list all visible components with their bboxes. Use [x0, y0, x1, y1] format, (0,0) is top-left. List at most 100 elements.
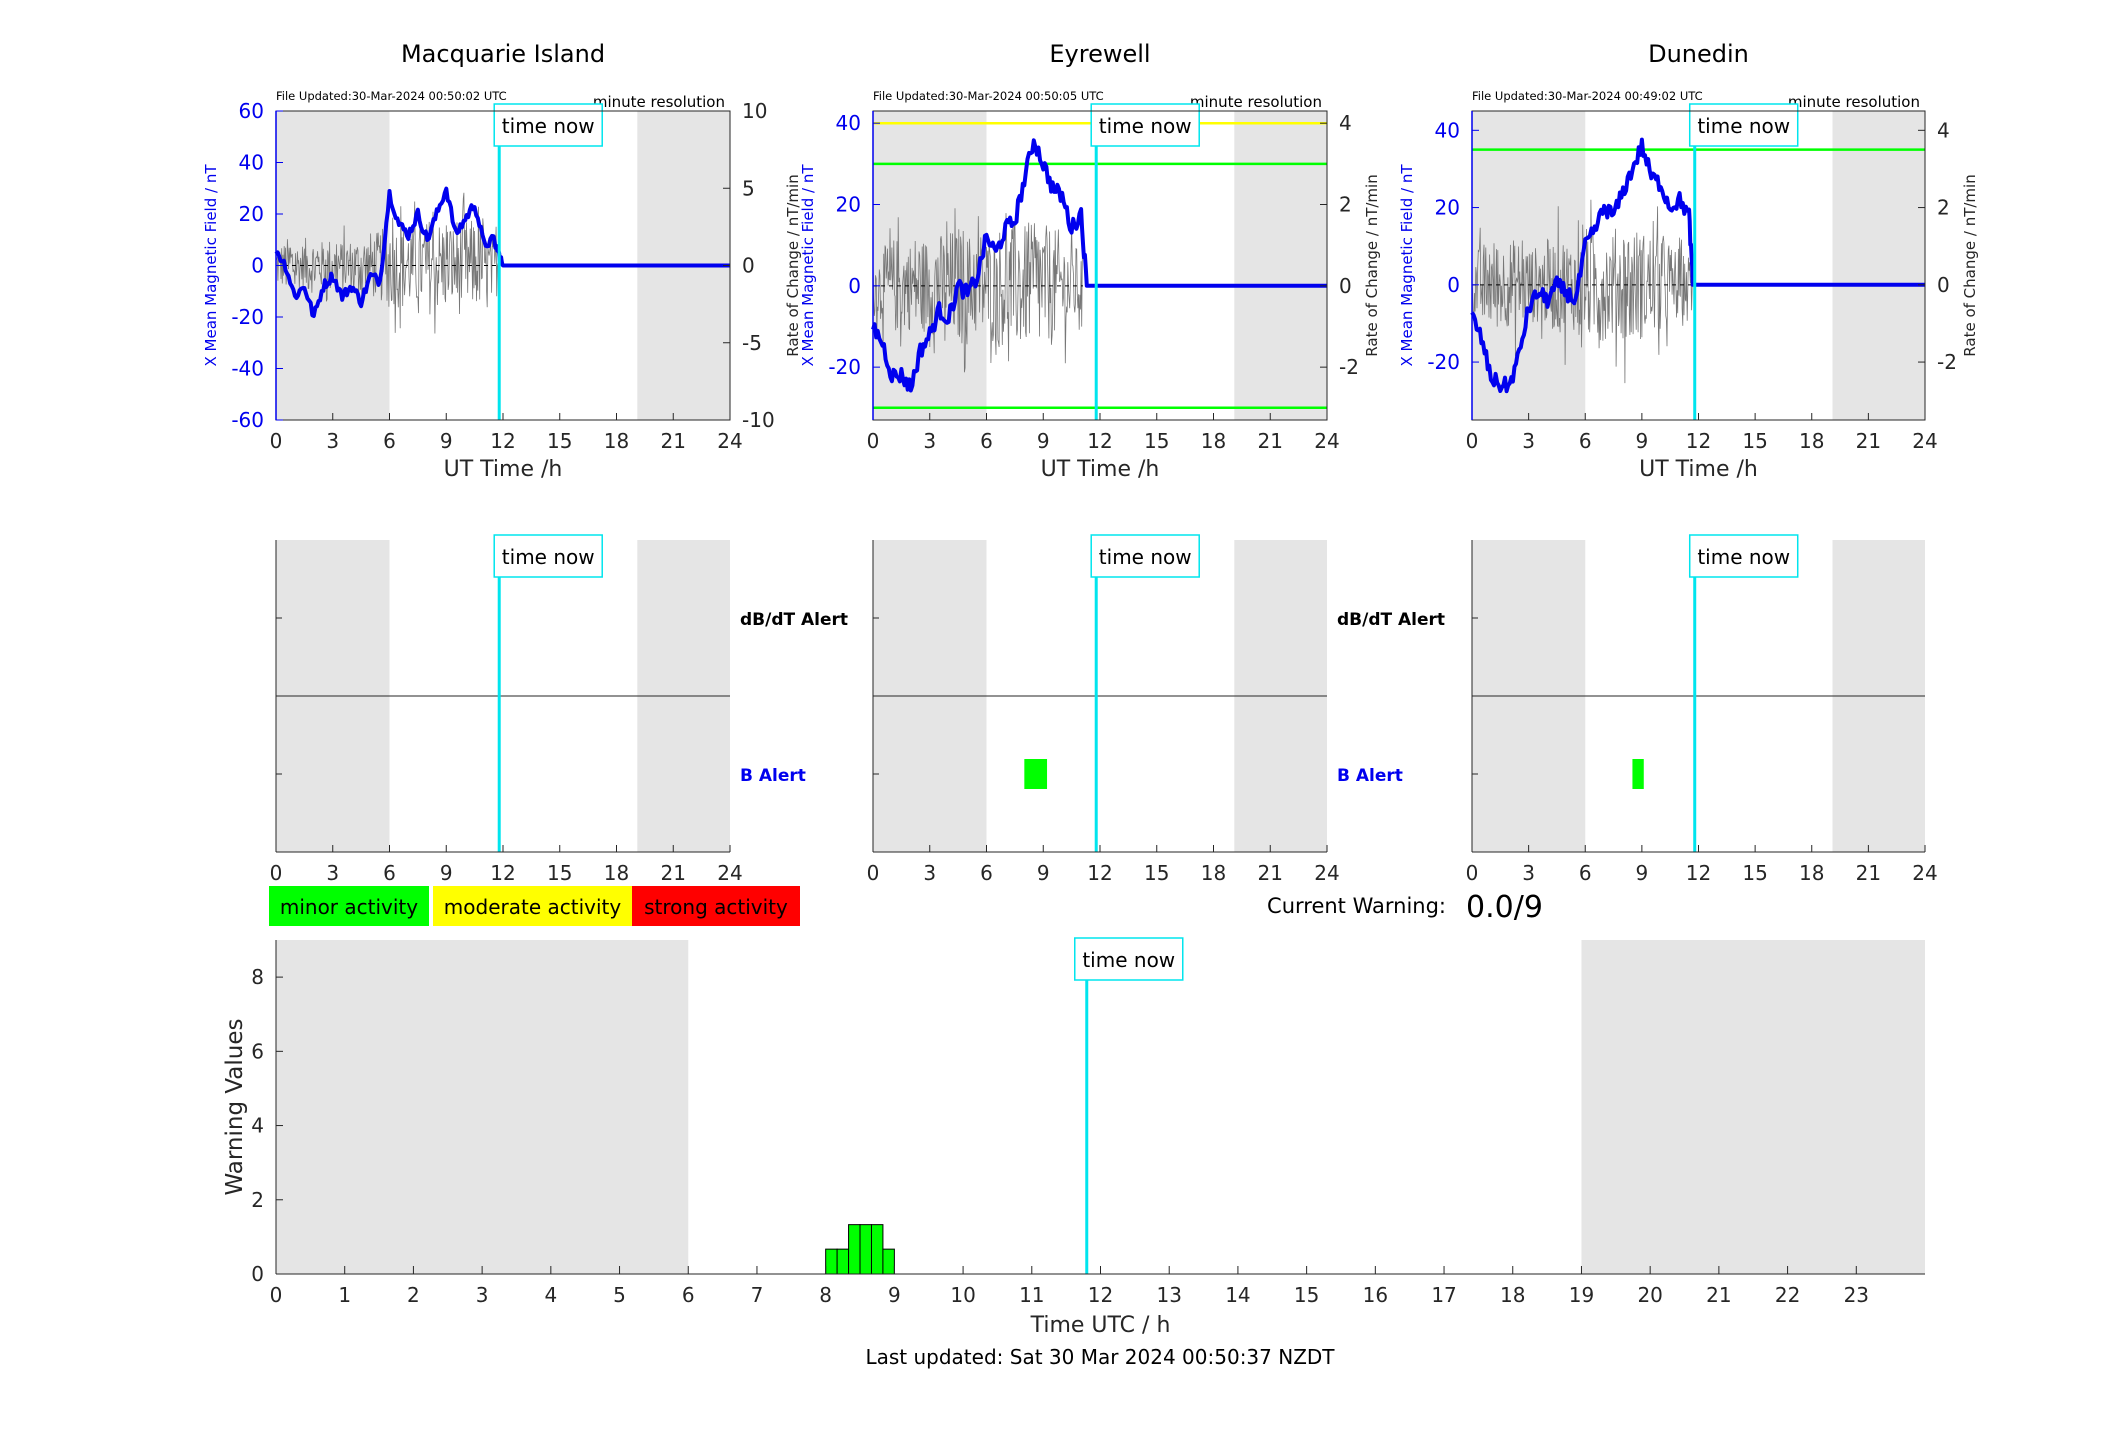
- y2-tick-label: -5: [742, 331, 762, 355]
- file-updated-text: File Updated:30-Mar-2024 00:50:02 UTC: [276, 89, 507, 103]
- time-now-box: [1688, 534, 1799, 578]
- x-tick-label: 24: [717, 429, 742, 453]
- time-now-label: time now: [493, 103, 603, 147]
- b-alert-block: [1632, 759, 1644, 789]
- y2-tick-label: 4: [1937, 118, 1950, 142]
- x-tick-label: 15: [1742, 861, 1767, 885]
- x-tick-label: 18: [1201, 429, 1226, 453]
- dbdt-alert-label: dB/dT Alert: [1337, 610, 1445, 630]
- x-tick-label: 9: [1037, 861, 1050, 885]
- x-tick-label: 6: [383, 429, 396, 453]
- y-tick-label: 40: [1435, 118, 1460, 142]
- y2-tick-label: 0: [1339, 274, 1352, 298]
- night-shade: [276, 940, 689, 1274]
- y2-axis-label: Rate of Change / nT/min: [1961, 174, 1979, 356]
- legend-moderate-label: moderate activity: [444, 895, 622, 919]
- legend-minor-swatch: [269, 886, 429, 926]
- y2-tick-label: -2: [1339, 355, 1359, 379]
- x-tick-label: 18: [1799, 429, 1824, 453]
- x-tick-label: 7: [751, 1283, 764, 1307]
- y2-tick-label: 0: [742, 254, 755, 278]
- x-tick-label: 21: [1706, 1283, 1731, 1307]
- time-now-text: time now: [502, 545, 595, 569]
- x-tick-label: 8: [819, 1283, 832, 1307]
- legend-strong-label: strong activity: [644, 895, 788, 919]
- time-now-text: time now: [1697, 545, 1790, 569]
- station-title: Dunedin: [1648, 40, 1749, 68]
- y2-tick-label: 0: [1937, 273, 1950, 297]
- x-tick-label: 9: [440, 861, 453, 885]
- x-tick-label: 15: [1144, 861, 1169, 885]
- warning-bar: [859, 1224, 872, 1275]
- time-now-label: time now: [1090, 534, 1200, 578]
- rate-of-change-line: [275, 192, 500, 334]
- x-tick-label: 24: [1314, 429, 1339, 453]
- x-tick-label: 15: [1294, 1283, 1319, 1307]
- warning-bar: [836, 1248, 850, 1275]
- legend-strong-swatch: [632, 886, 800, 926]
- x-tick-label: 15: [547, 861, 572, 885]
- alert-panel-2: time now 0 3 6 9 12 15 18 21 24: [1466, 534, 1938, 885]
- x-tick-label: 11: [1019, 1283, 1044, 1307]
- station-panel-0: Macquarie Island File Updated:30-Mar-2024…: [202, 40, 802, 482]
- x-tick-label: 3: [476, 1283, 489, 1307]
- y2-tick-label: 2: [1937, 196, 1950, 220]
- b-alert-label: B Alert: [1337, 766, 1403, 786]
- x-tick-label: 0: [270, 1283, 283, 1307]
- time-now-label: time now: [1688, 103, 1799, 147]
- x-tick-label: 3: [923, 861, 936, 885]
- x-tick-label: 13: [1156, 1283, 1181, 1307]
- night-shade: [1581, 940, 1925, 1274]
- warning-bar: [870, 1224, 884, 1275]
- x-tick-label: 21: [1258, 861, 1283, 885]
- x-tick-label: 0: [1466, 861, 1479, 885]
- x-tick-label: 12: [1087, 429, 1112, 453]
- b-alert-label: B Alert: [740, 766, 806, 786]
- x-tick-label: 18: [604, 429, 629, 453]
- y-tick-label: 40: [239, 151, 264, 175]
- x-tick-label: 2: [407, 1283, 420, 1307]
- y-tick-label: 0: [1447, 273, 1460, 297]
- y2-axis-label: Rate of Change / nT/min: [784, 174, 802, 356]
- x-tick-label: 17: [1431, 1283, 1456, 1307]
- x-tick-label: 24: [1912, 429, 1937, 453]
- y2-tick-label: 5: [742, 176, 755, 200]
- x-tick-label: 21: [661, 861, 686, 885]
- time-now-label: time now: [493, 534, 603, 578]
- magnetic-field-line: [1470, 137, 1925, 394]
- y-axis-label: X Mean Magnetic Field / nT: [202, 164, 220, 367]
- x-axis-label: UT Time /h: [1639, 457, 1758, 482]
- x-tick-label: 18: [604, 861, 629, 885]
- x-tick-label: 0: [270, 429, 283, 453]
- x-tick-label: 6: [980, 429, 993, 453]
- time-now-box: [1074, 937, 1184, 981]
- x-tick-label: 14: [1225, 1283, 1250, 1307]
- x-tick-label: 3: [1522, 861, 1535, 885]
- x-tick-label: 18: [1500, 1283, 1525, 1307]
- x-tick-label: 12: [1088, 1283, 1113, 1307]
- x-tick-label: 9: [1636, 861, 1649, 885]
- x-tick-label: 6: [1579, 429, 1592, 453]
- magnetic-field-line: [871, 138, 1327, 393]
- night-shade: [1832, 111, 1925, 420]
- time-now-box: [1090, 534, 1200, 578]
- last-updated-text: Last updated: Sat 30 Mar 2024 00:50:37 N…: [865, 1345, 1335, 1369]
- time-now-label: time now: [1074, 937, 1184, 981]
- time-now-text: time now: [1099, 545, 1192, 569]
- x-tick-label: 22: [1775, 1283, 1800, 1307]
- x-tick-label: 9: [440, 429, 453, 453]
- x-tick-label: 24: [1314, 861, 1339, 885]
- x-tick-label: 6: [682, 1283, 695, 1307]
- y2-axis-label: Rate of Change / nT/min: [1363, 174, 1381, 356]
- x-tick-label: 18: [1201, 861, 1226, 885]
- x-tick-label: 0: [1466, 429, 1479, 453]
- y-tick-label: 40: [836, 111, 861, 135]
- station-panel-1: Eyrewell File Updated:30-Mar-2024 00:50:0…: [799, 40, 1381, 482]
- time-now-label: time now: [1090, 103, 1200, 147]
- y-tick-label: 0: [251, 1262, 264, 1286]
- y2-tick-label: 2: [1339, 193, 1352, 217]
- rate-of-change-line: [872, 208, 1084, 373]
- y-tick-label: -20: [231, 305, 264, 329]
